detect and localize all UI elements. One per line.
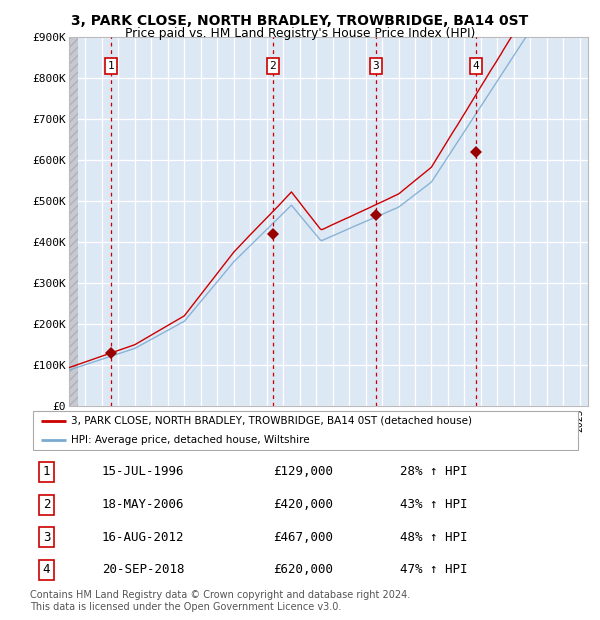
Text: 43% ↑ HPI: 43% ↑ HPI: [400, 498, 467, 511]
Text: 18-MAY-2006: 18-MAY-2006: [102, 498, 184, 511]
Text: 2: 2: [269, 61, 277, 71]
Text: 3, PARK CLOSE, NORTH BRADLEY, TROWBRIDGE, BA14 0ST (detached house): 3, PARK CLOSE, NORTH BRADLEY, TROWBRIDGE…: [71, 415, 472, 425]
Text: Contains HM Land Registry data © Crown copyright and database right 2024.
This d: Contains HM Land Registry data © Crown c…: [30, 590, 410, 612]
Text: 20-SEP-2018: 20-SEP-2018: [102, 563, 184, 576]
Text: 2: 2: [43, 498, 50, 511]
Text: 47% ↑ HPI: 47% ↑ HPI: [400, 563, 467, 576]
Text: £620,000: £620,000: [273, 563, 333, 576]
Text: HPI: Average price, detached house, Wiltshire: HPI: Average price, detached house, Wilt…: [71, 435, 310, 445]
Text: 4: 4: [473, 61, 479, 71]
FancyBboxPatch shape: [33, 411, 578, 449]
Text: 3: 3: [373, 61, 379, 71]
Text: 1: 1: [43, 466, 50, 479]
Text: £129,000: £129,000: [273, 466, 333, 479]
Text: 48% ↑ HPI: 48% ↑ HPI: [400, 531, 467, 544]
Text: 3: 3: [43, 531, 50, 544]
Text: 28% ↑ HPI: 28% ↑ HPI: [400, 466, 467, 479]
Bar: [69, 37, 78, 406]
Text: 3, PARK CLOSE, NORTH BRADLEY, TROWBRIDGE, BA14 0ST: 3, PARK CLOSE, NORTH BRADLEY, TROWBRIDGE…: [71, 14, 529, 28]
Text: 4: 4: [43, 563, 50, 576]
Text: 15-JUL-1996: 15-JUL-1996: [102, 466, 184, 479]
Text: £420,000: £420,000: [273, 498, 333, 511]
Text: 16-AUG-2012: 16-AUG-2012: [102, 531, 184, 544]
Text: £467,000: £467,000: [273, 531, 333, 544]
Text: Price paid vs. HM Land Registry's House Price Index (HPI): Price paid vs. HM Land Registry's House …: [125, 27, 475, 40]
Text: 1: 1: [107, 61, 114, 71]
